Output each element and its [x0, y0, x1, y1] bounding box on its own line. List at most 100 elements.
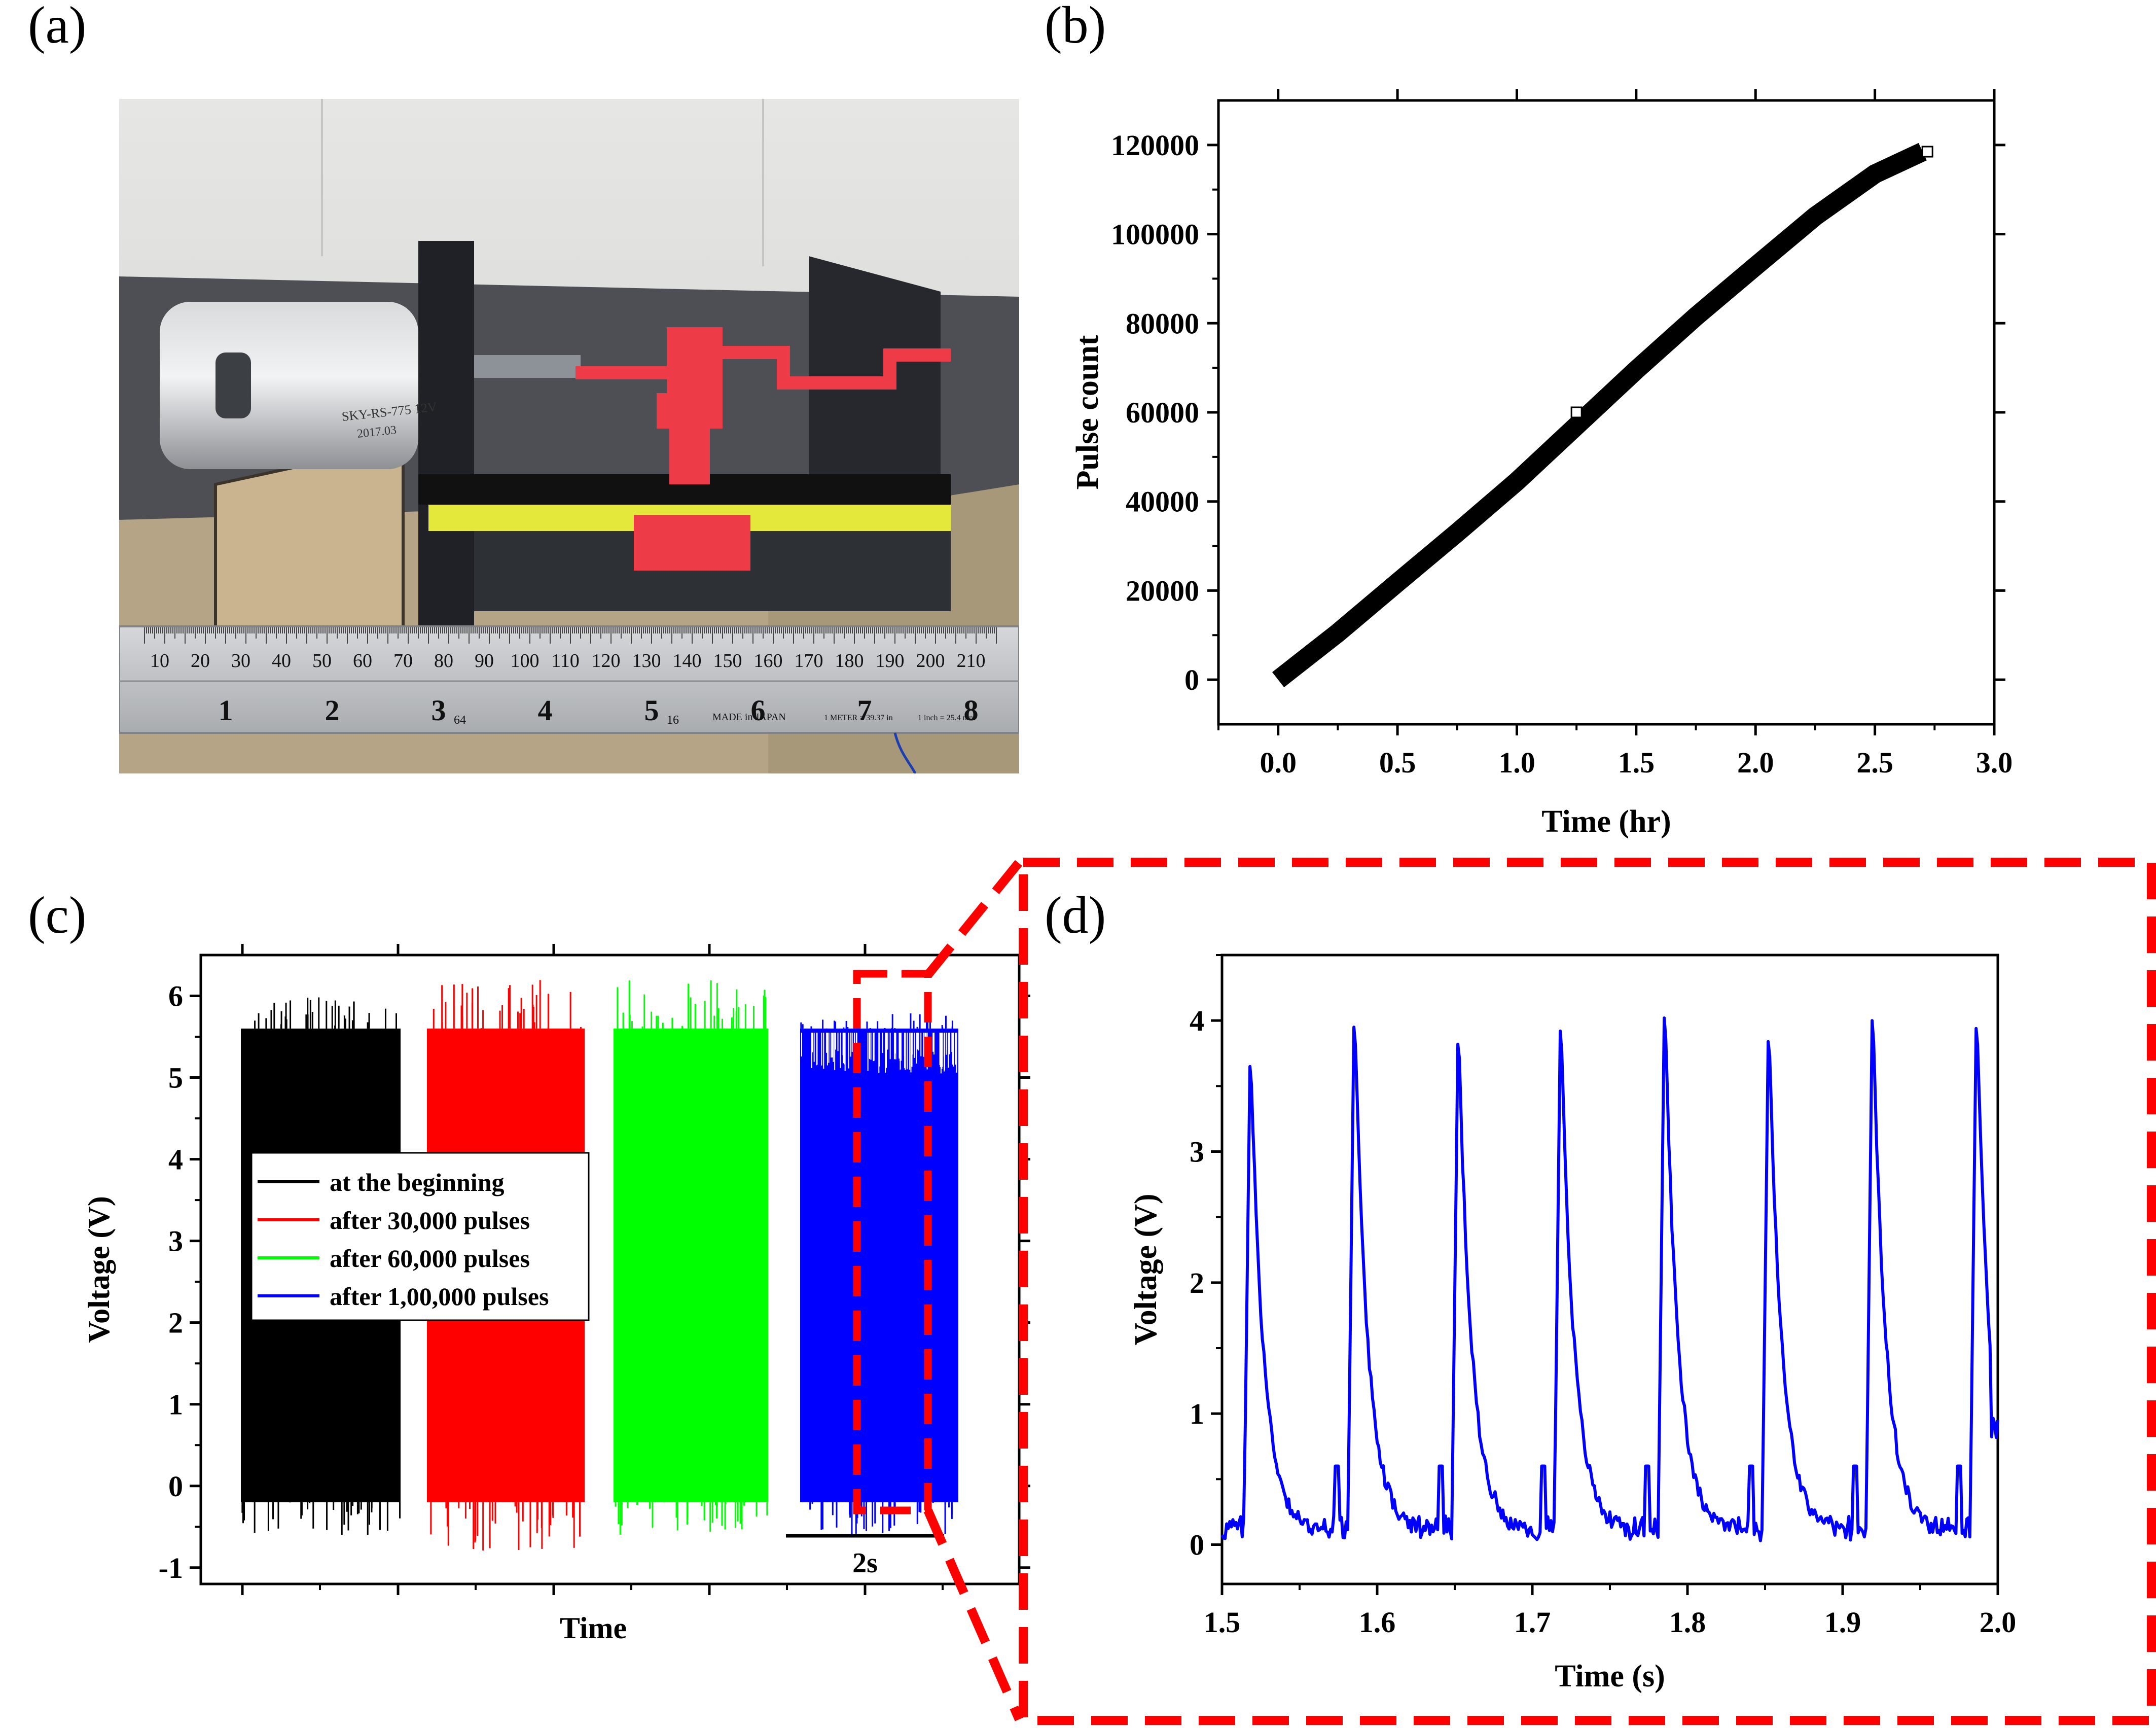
ruler-cm-label: 40 — [272, 650, 291, 672]
setup-photo: SKY-RS-775 12V 2017.03 10 20 30 40 50 60 70 80 9… — [119, 99, 1019, 773]
ruler-cm-label: 120 — [592, 650, 621, 672]
red-link — [657, 393, 723, 429]
chart-b-ytick-label: 80000 — [1126, 307, 1199, 340]
ruler-inch-label: 4 — [538, 694, 553, 727]
chart-c-series — [241, 980, 958, 1550]
chart-b-xticks: 0.0 0.5 1.0 1.5 2.0 2.5 3.0 — [1217, 89, 2013, 779]
chart-b-xtick-label: 3.0 — [1976, 746, 2013, 779]
chart-c-ytick-label: 3 — [168, 1225, 183, 1258]
chart-c-legend-label: after 60,000 pulses — [330, 1244, 530, 1273]
panel-label-b: (b) — [1045, 0, 1106, 54]
panel-label-c: (c) — [28, 886, 87, 944]
chart-c-zoom-box — [853, 970, 932, 1514]
chart-b-ytick-label: 120000 — [1111, 129, 1199, 162]
ruler-cm-label: 20 — [191, 650, 210, 672]
ruler-cm-label: 30 — [231, 650, 250, 672]
chart-d-ytick-label: 3 — [1190, 1136, 1204, 1169]
ruler-cm-label: 110 — [551, 650, 580, 672]
chart-b-xtick-label: 2.5 — [1856, 746, 1893, 779]
steel-ruler — [119, 625, 1019, 734]
panel-label-a: (a) — [28, 0, 87, 54]
chart-b: 0 20000 40000 60000 80000 100000 120000 0.0 0.5… — [1070, 89, 2013, 839]
ruler-small-label: 16 — [667, 714, 679, 727]
ruler-small-label: 64 — [454, 714, 466, 727]
chart-c-scalebar-label: 2s — [852, 1547, 878, 1579]
chart-c-legend: at the beginning after 30,000 pulses after… — [250, 1152, 590, 1321]
ruler-cm-label: 150 — [713, 650, 742, 672]
ruler-cm-label: 140 — [673, 650, 702, 672]
chart-c-ytick-label: -1 — [159, 1551, 183, 1584]
ruler-labels: 10 20 30 40 50 60 70 80 90 100 110 120 130 140 150 160 1… — [150, 650, 986, 727]
ruler-cm-label: 180 — [835, 650, 864, 672]
ruler-cm-label: 210 — [957, 650, 986, 672]
chart-b-ytick-label: 0 — [1184, 663, 1199, 696]
ruler-inch-text: 1 inch = 25.4 mm — [918, 714, 976, 722]
chart-d-ytick-label: 4 — [1190, 1004, 1204, 1037]
chart-b-series-line — [1272, 143, 1927, 688]
chart-c-ytick-label: 2 — [168, 1307, 183, 1339]
ruler-cm-label: 70 — [393, 650, 413, 672]
chart-b-xtick-label: 0.0 — [1260, 746, 1297, 779]
chart-c-xticks — [241, 944, 944, 1595]
chart-b-xtick-label: 2.0 — [1737, 746, 1774, 779]
red-piston — [669, 429, 710, 484]
chart-b-marker — [1921, 146, 1933, 158]
ruler-cm-label: 190 — [876, 650, 905, 672]
ruler-cm-label: 170 — [795, 650, 823, 672]
ruler-inch-label: 6 — [751, 694, 766, 727]
chart-c-legend-label: after 1,00,000 pulses — [330, 1282, 549, 1311]
ruler-inch-label: 7 — [857, 694, 872, 727]
chart-b-ytick-label: 100000 — [1111, 218, 1199, 251]
ruler-inch-label: 2 — [325, 694, 340, 727]
red-base — [634, 515, 750, 571]
chart-d-yticks: 0 1 2 3 4 — [1190, 954, 1222, 1562]
chart-c-ytick-label: 4 — [168, 1143, 183, 1176]
chart-d-xtick-label: 2.0 — [1980, 1606, 2017, 1639]
ruler-cm-label: 80 — [434, 650, 453, 672]
blue-wire — [893, 732, 917, 773]
chart-d-xticks: 1.5 1.6 1.7 1.8 1.9 2.0 — [1204, 1584, 2017, 1639]
chart-c-legend-label: after 30,000 pulses — [330, 1206, 530, 1235]
chart-d-ytick-label: 1 — [1190, 1397, 1204, 1430]
chart-c-ytick-label: 0 — [168, 1470, 183, 1503]
chart-d-ytick-label: 0 — [1190, 1529, 1204, 1562]
chart-b-ylabel: Pulse count — [1070, 335, 1105, 489]
motor-body — [160, 302, 418, 469]
chart-d-xtick-label: 1.6 — [1359, 1606, 1396, 1639]
panel-label-d: (d) — [1045, 886, 1106, 944]
chart-c-ytick-label: 5 — [168, 1062, 183, 1095]
ruler-cm-label: 10 — [150, 650, 169, 672]
chart-b-ytick-label: 20000 — [1126, 574, 1199, 607]
chart-c-series-band — [800, 1028, 958, 1502]
chart-c-xlabel: Time — [560, 1611, 627, 1645]
red-block — [667, 327, 723, 393]
chart-d-xlabel: Time (s) — [1555, 1659, 1665, 1694]
chart-b-markers — [1570, 146, 1933, 418]
ruler-cm-label: 90 — [475, 650, 494, 672]
motor-vent — [215, 352, 251, 418]
chart-d: 0 1 2 3 4 1.5 1.6 1.7 1.8 1.9 2.0 Time (s) Voltag… — [1129, 954, 2017, 1694]
chart-b-ytick-label: 60000 — [1126, 396, 1199, 429]
chart-c-series-band — [614, 1028, 768, 1502]
ruler-inch-label: 1 — [219, 694, 233, 727]
chart-b-xtick-label: 1.5 — [1618, 746, 1655, 779]
chart-b-yticks: 0 20000 40000 60000 80000 100000 120000 — [1111, 129, 2005, 696]
chart-c: -1 0 1 2 3 4 5 6 at the beginning after 30,000 p… — [82, 944, 1030, 1645]
chart-c-ytick-label: 6 — [168, 980, 183, 1013]
chart-c-ylabel: Voltage (V) — [82, 1196, 116, 1343]
chart-d-ytick-label: 2 — [1190, 1266, 1204, 1299]
chart-d-xtick-label: 1.5 — [1204, 1606, 1241, 1639]
setup-photo-illustration: SKY-RS-775 12V 2017.03 10 20 30 40 50 60 70 80 9… — [119, 99, 1019, 773]
ruler-meter-text: 1 METER = 39.37 in — [824, 714, 893, 722]
chart-d-xtick-label: 1.8 — [1669, 1606, 1706, 1639]
shaft-coupler — [474, 355, 581, 378]
ruler-inch-label: 3 — [432, 694, 446, 727]
chart-b-ytick-label: 40000 — [1126, 485, 1199, 518]
ruler-inch-label: 8 — [964, 694, 979, 727]
ruler-cm-label: 130 — [632, 650, 661, 672]
ruler-inch-label: 5 — [644, 694, 659, 727]
ruler-cm-label: 60 — [353, 650, 372, 672]
chart-b-marker — [1570, 406, 1583, 418]
ruler-cm-label: 200 — [916, 650, 945, 672]
